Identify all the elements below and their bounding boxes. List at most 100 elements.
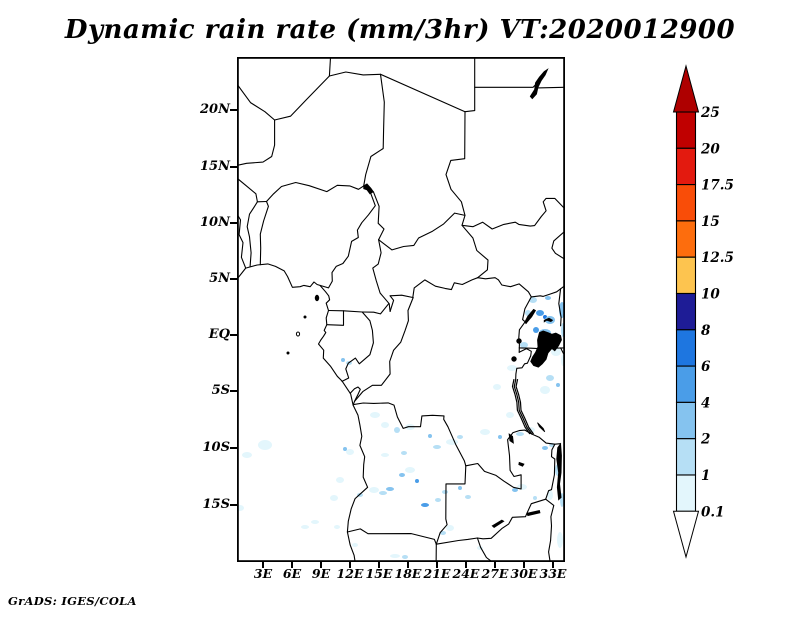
colorbar-segment [675,256,697,295]
country-border [497,279,532,298]
colorbar-segment [675,329,697,367]
colorbar-tick-label: 10 [701,287,720,303]
lake-tanganyika [513,378,533,435]
lat-label: 10N [200,215,230,230]
lat-tick [230,109,237,111]
country-border [551,231,564,259]
colorbar-tick-label: 8 [701,323,711,339]
country-border [319,193,376,289]
rain-patch [341,358,345,362]
country-border [238,215,247,269]
country-border [353,296,414,402]
colorbar-tick-label: 2 [700,432,710,448]
lat-label: EQ [208,327,230,342]
country-border [477,277,500,281]
country-border-layer [238,58,564,561]
lat-tick [230,334,237,336]
rain-patch [435,498,441,502]
colorbar-segment [675,365,697,403]
country-border [372,239,391,312]
country-border [476,498,547,540]
lat-tick [230,278,237,280]
country-border [349,386,361,406]
rain-patch [394,427,400,433]
lon-tick [320,562,322,568]
lat-tick [230,222,237,224]
country-border [531,433,562,445]
lon-tick [494,562,496,568]
rain-patch [561,323,564,337]
rain-patch [533,327,539,333]
rain-patch [507,365,517,371]
precipitation-layer [238,296,564,559]
colorbar-tick-label: 1 [701,468,710,484]
rain-patch [465,495,471,499]
country-border [560,347,564,355]
country-border [341,311,374,382]
country-border [518,320,527,353]
rain-patch [520,342,528,348]
rain-patch [480,429,490,435]
country-border [378,212,466,251]
country-border [530,286,564,298]
colorbar-top-arrow [672,64,700,113]
colorbar-bottom-arrow [672,510,700,559]
lake-victoria [530,330,562,368]
lat-tick [230,166,237,168]
rain-patch [379,491,387,495]
lake-tanganyika [511,378,531,435]
colorbar-segment [675,292,697,331]
lon-label: 6E [282,566,302,581]
lon-tick [291,562,293,568]
rain-patch [399,473,405,477]
country-border [259,200,269,266]
country-border [328,71,466,113]
rain-patch [390,554,400,558]
lake-kariba [491,519,505,529]
lon-tick [465,562,467,568]
lat-tick [230,390,237,392]
country-border [515,348,532,380]
colorbar: 25 20 17.5 15 12.5 10 8 6 4 2 1 0.1 [672,64,734,559]
lat-label: 5S [211,383,230,398]
colorbar-tick-label: 6 [701,359,711,375]
country-border [435,537,478,545]
colorbar-segment [675,474,697,512]
annobon-island [286,351,290,355]
lon-tick [523,562,525,568]
country-border [476,537,492,561]
lake-chad [363,183,374,195]
lon-label: 27E [481,566,509,581]
lon-label: 21E [423,566,451,581]
country-border [545,498,555,561]
colorbar-tick-label: 0.1 [701,504,725,520]
rain-patch [346,449,354,455]
lake-rukwa [537,422,546,433]
country-border [522,296,532,324]
lon-tick [262,562,264,568]
rain-patch [512,488,518,492]
lake-cahora-bassa [526,510,541,517]
rain-patch [542,446,548,450]
country-border [435,465,467,545]
lat-tick [230,504,237,506]
rain-patch [242,452,252,458]
country-border [326,310,345,326]
rain-patch [343,447,347,451]
rain-patch [428,434,432,438]
rain-patch [381,453,389,457]
colorbar-tick-label: 25 [700,105,720,121]
colorbar-tick-label: 12.5 [701,250,734,266]
rain-patch [381,422,389,428]
map-canvas [237,57,565,562]
country-border [352,402,467,467]
country-border [461,197,564,230]
lon-label: 12E [336,566,364,581]
lake-kivu [511,356,517,362]
lake-layer [363,68,562,529]
rain-patch [533,496,537,500]
lon-tick [552,562,554,568]
lake-edward [516,338,522,344]
country-border [465,429,533,490]
